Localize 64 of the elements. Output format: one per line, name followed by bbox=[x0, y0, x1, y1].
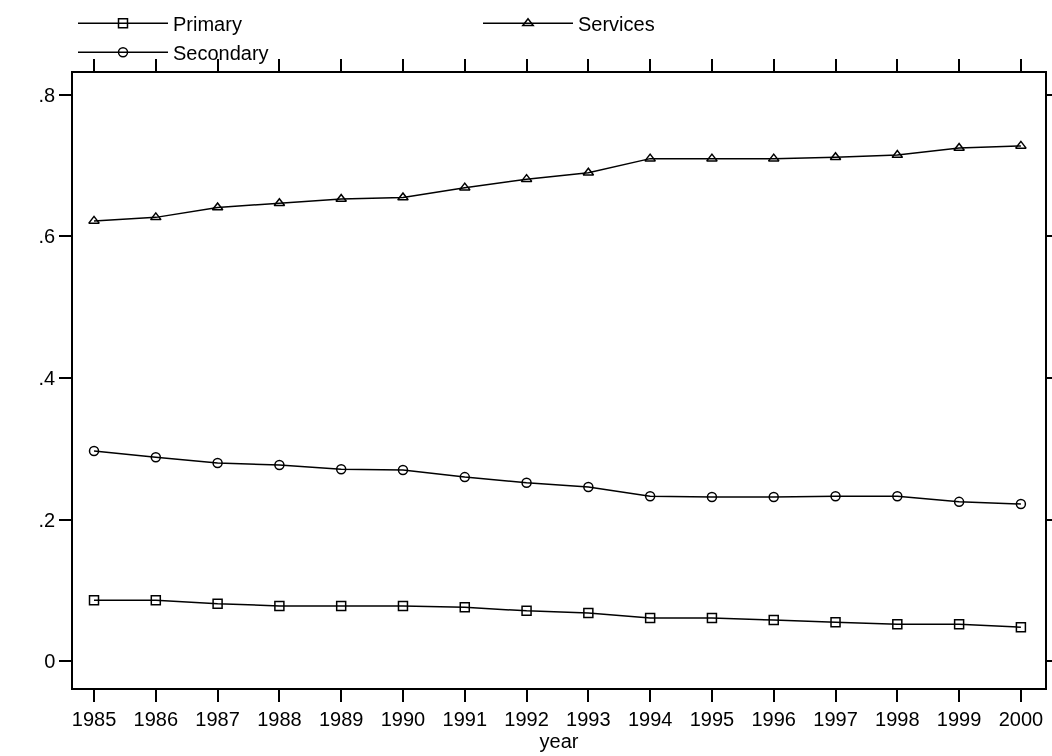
point bbox=[830, 490, 841, 502]
x-tick-label: 1998 bbox=[875, 707, 920, 730]
point bbox=[521, 605, 532, 617]
point bbox=[88, 215, 100, 224]
point bbox=[335, 464, 347, 475]
point bbox=[521, 477, 532, 489]
x-axis-title: year bbox=[539, 729, 579, 752]
point bbox=[829, 151, 842, 161]
point bbox=[274, 459, 285, 471]
y-tick-label: .4 bbox=[38, 367, 56, 390]
x-tick-label: 1997 bbox=[813, 707, 858, 730]
point bbox=[88, 594, 100, 606]
point bbox=[150, 452, 162, 463]
point bbox=[520, 173, 533, 183]
x-tick-label: 1993 bbox=[566, 707, 611, 730]
point bbox=[150, 594, 162, 606]
x-tick-label: 1995 bbox=[689, 707, 735, 730]
x-tick-label: 1992 bbox=[504, 707, 549, 730]
point bbox=[274, 600, 285, 612]
point bbox=[1015, 498, 1027, 510]
legend-label: Services bbox=[578, 13, 655, 36]
y-tick-label: 0 bbox=[44, 650, 56, 673]
x-tick-label: 1987 bbox=[195, 707, 240, 730]
x-tick-label: 1986 bbox=[133, 707, 179, 730]
point bbox=[768, 491, 779, 503]
point bbox=[459, 602, 471, 613]
point bbox=[644, 612, 656, 624]
point bbox=[273, 197, 286, 207]
point bbox=[768, 614, 779, 626]
point bbox=[397, 464, 409, 476]
x-tick-label: 1990 bbox=[380, 707, 426, 730]
point bbox=[953, 619, 965, 630]
y-tick-label: .6 bbox=[38, 225, 56, 248]
x-tick-label: 1988 bbox=[257, 707, 302, 730]
point bbox=[212, 598, 223, 610]
point bbox=[583, 607, 594, 619]
point bbox=[892, 619, 903, 630]
legend-label: Primary bbox=[173, 13, 242, 36]
point bbox=[706, 491, 718, 503]
point bbox=[335, 600, 347, 612]
x-tick-label: 1985 bbox=[71, 707, 117, 730]
point bbox=[397, 600, 409, 612]
point bbox=[459, 471, 471, 483]
point bbox=[212, 457, 223, 469]
y-tick-label: .8 bbox=[38, 83, 56, 106]
point bbox=[891, 149, 904, 159]
x-tick-label: 1989 bbox=[318, 707, 364, 730]
point bbox=[644, 490, 656, 502]
point bbox=[953, 496, 965, 508]
x-tick-label: 1991 bbox=[442, 707, 488, 730]
point bbox=[397, 192, 409, 201]
point bbox=[583, 481, 594, 493]
point bbox=[706, 612, 718, 624]
point bbox=[953, 142, 966, 152]
x-tick-label: 2000 bbox=[998, 707, 1044, 730]
point bbox=[830, 616, 841, 628]
point bbox=[88, 445, 100, 457]
legend-label: Secondary bbox=[173, 42, 269, 65]
y-tick-label: .2 bbox=[38, 508, 56, 531]
x-tick-label: 1999 bbox=[936, 707, 982, 730]
point bbox=[892, 490, 903, 502]
x-tick-label: 1996 bbox=[751, 707, 796, 730]
point bbox=[1015, 621, 1027, 633]
x-tick-label: 1994 bbox=[627, 707, 673, 730]
